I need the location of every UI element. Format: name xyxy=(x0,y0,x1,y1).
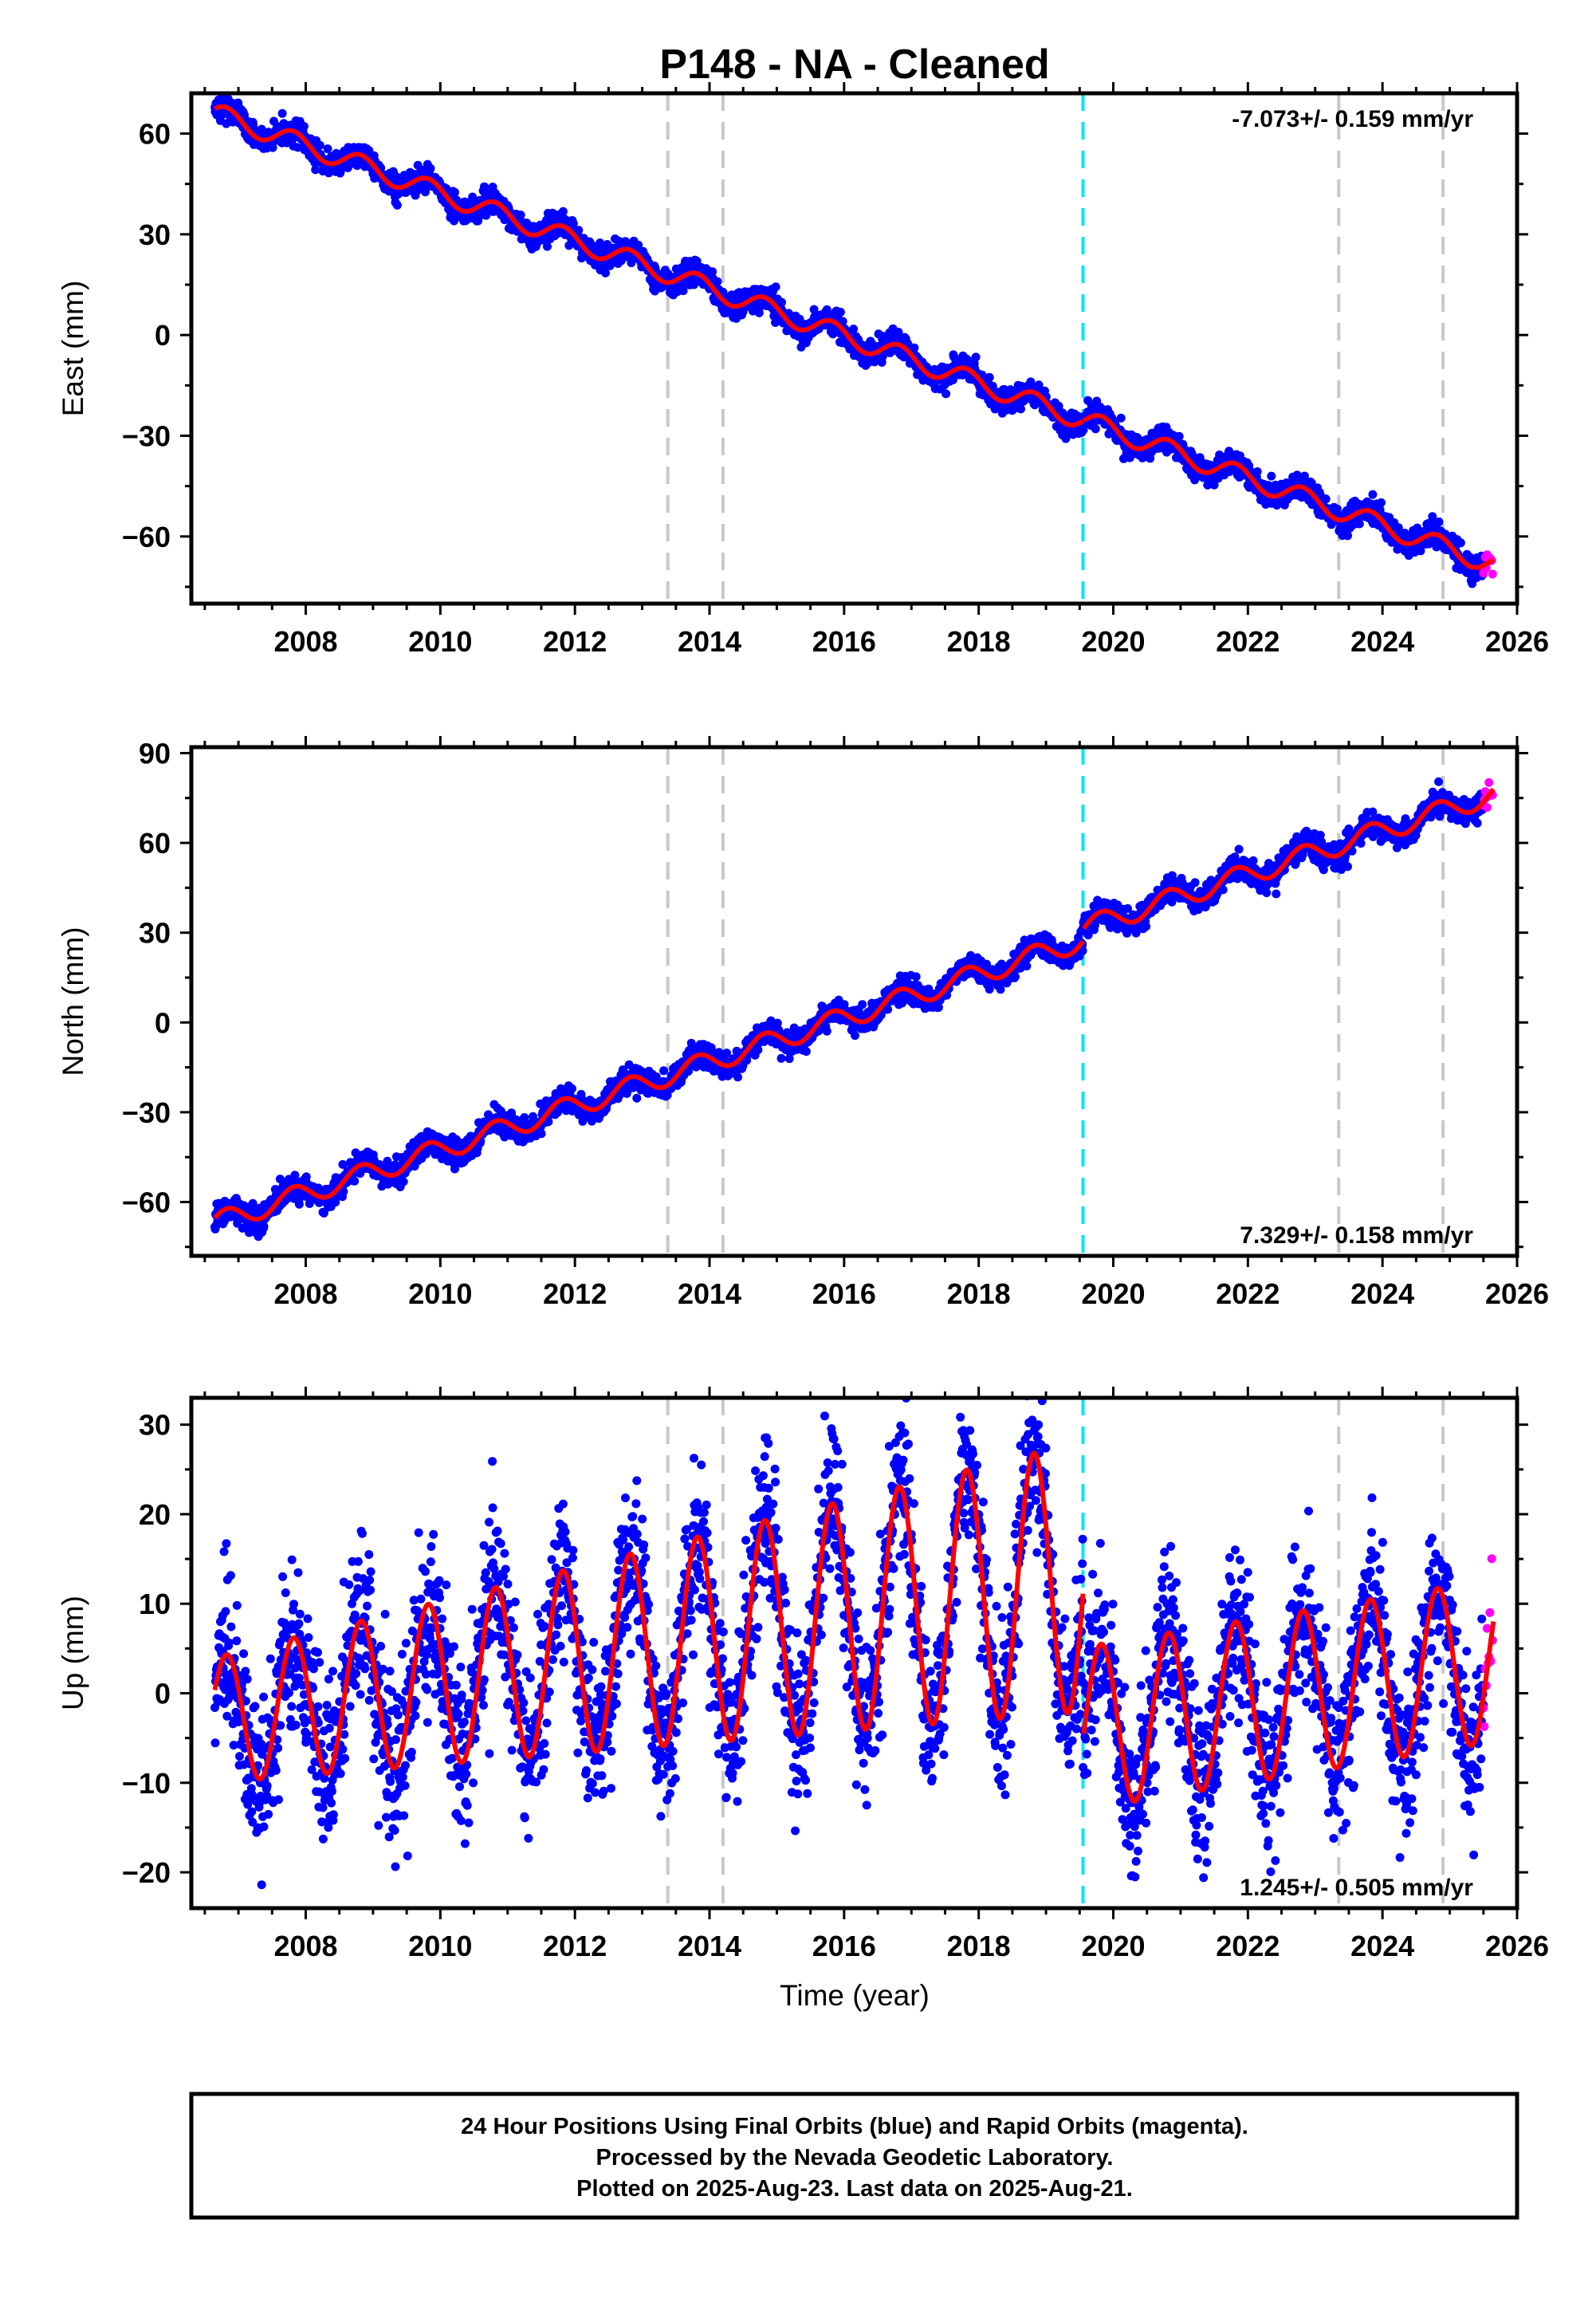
east-x-tick-label: 2022 xyxy=(1216,625,1280,658)
east-point xyxy=(941,389,951,399)
north-point xyxy=(537,1129,546,1139)
east-point xyxy=(1091,424,1100,434)
east-point xyxy=(426,163,435,173)
east-x-tick-label: 2018 xyxy=(947,625,1011,658)
east-point xyxy=(1321,494,1331,504)
east-point xyxy=(985,372,994,382)
east-point xyxy=(1368,490,1378,499)
east-x-tick-label: 2016 xyxy=(812,625,876,658)
north-point xyxy=(294,1199,304,1209)
east-y-tick-label: 0 xyxy=(155,319,171,352)
east-point xyxy=(268,143,277,152)
east-x-tick-label: 2010 xyxy=(408,625,472,658)
east-point xyxy=(1488,569,1497,579)
east-x-tick-label: 2008 xyxy=(273,625,337,658)
east-point xyxy=(1174,431,1184,441)
east-point xyxy=(480,182,489,191)
east-point xyxy=(315,140,324,150)
east-point xyxy=(771,282,780,292)
east-x-tick-label: 2026 xyxy=(1485,625,1549,658)
east-point xyxy=(299,122,309,131)
east-point xyxy=(596,238,605,248)
east-point xyxy=(516,211,525,220)
north-point xyxy=(399,1177,408,1187)
north-point xyxy=(632,1093,642,1103)
east-y-axis-label: East (mm) xyxy=(57,281,89,417)
east-point xyxy=(601,268,610,277)
north-point xyxy=(350,1176,360,1186)
north-point xyxy=(301,1172,311,1182)
east-point xyxy=(323,144,332,154)
east-point xyxy=(543,242,552,251)
east-point xyxy=(482,211,491,220)
east-y-tick-label: 30 xyxy=(139,218,171,251)
east-point xyxy=(277,108,287,118)
east-point xyxy=(1456,538,1465,548)
east-point xyxy=(971,352,981,362)
east-point xyxy=(713,277,722,286)
east-point xyxy=(257,124,266,134)
east-point xyxy=(754,308,764,317)
figure-title: P148 - NA - Cleaned xyxy=(659,41,1049,88)
east-panel: 2008 2010 2012 2014 2016 2018 2020 2022 2024 2026… xyxy=(57,82,1549,658)
east-point xyxy=(293,143,302,152)
east-point xyxy=(1267,471,1276,481)
north-point xyxy=(659,1066,669,1076)
east-x-tick-label: 2020 xyxy=(1081,625,1145,658)
east-point xyxy=(1343,531,1352,541)
east-point xyxy=(777,297,786,307)
east-y-tick-label: −60 xyxy=(122,521,171,553)
east-x-tick-label: 2014 xyxy=(678,625,741,658)
east-x-tick-label: 2024 xyxy=(1350,625,1414,658)
north-point xyxy=(568,1084,576,1093)
east-y-tick-label: 60 xyxy=(139,118,171,151)
east-point xyxy=(1016,404,1025,414)
east-point xyxy=(1252,467,1262,476)
east-point xyxy=(392,200,402,210)
east-point xyxy=(1354,519,1364,529)
east-point xyxy=(311,165,320,175)
east-x-tick-label: 2012 xyxy=(543,625,607,658)
east-point xyxy=(1116,413,1126,423)
east-point xyxy=(1434,518,1444,526)
east-y-tick-label: −30 xyxy=(122,419,171,452)
east-plot-area xyxy=(210,93,1497,604)
east-point xyxy=(564,241,574,250)
east-rate-label: -7.073+/- 0.159 mm/yr xyxy=(1232,106,1473,132)
east-point xyxy=(558,207,568,216)
east-point xyxy=(1377,498,1386,507)
east-point xyxy=(574,226,584,235)
east-point xyxy=(835,308,845,317)
east-point xyxy=(450,187,459,197)
east-point xyxy=(849,325,859,334)
